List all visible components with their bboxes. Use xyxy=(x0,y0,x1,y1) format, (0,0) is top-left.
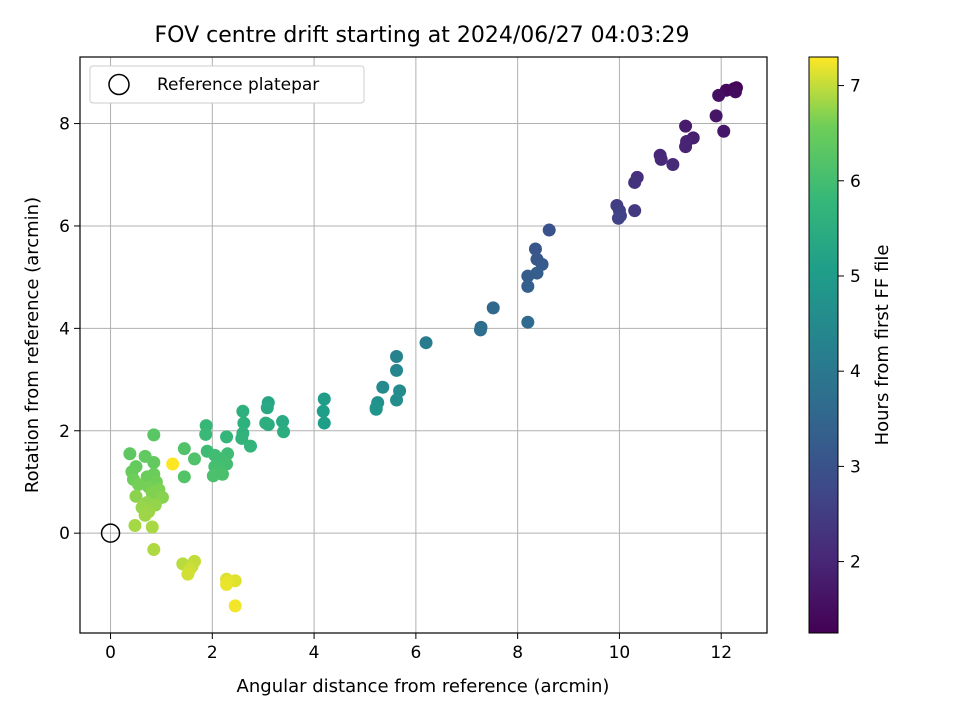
data-point xyxy=(317,416,331,430)
colorbar-label: Hours from first FF file xyxy=(872,245,893,446)
data-point xyxy=(542,223,556,237)
data-point xyxy=(147,428,161,442)
x-tick-label: 12 xyxy=(710,643,732,663)
colorbar-tick-label: 7 xyxy=(850,77,861,97)
data-point xyxy=(473,323,487,337)
x-tick-label: 6 xyxy=(410,643,421,663)
data-point xyxy=(177,470,191,484)
data-point xyxy=(276,415,290,429)
data-point xyxy=(390,363,404,377)
legend-marker xyxy=(108,73,130,96)
data-point xyxy=(220,457,234,471)
data-point xyxy=(237,416,251,430)
legend-label: Reference platepar xyxy=(157,75,319,95)
data-point xyxy=(611,211,625,225)
data-point xyxy=(712,88,726,102)
data-point xyxy=(530,266,544,280)
data-point xyxy=(147,456,161,470)
data-point xyxy=(316,404,330,418)
x-tick-label: 4 xyxy=(309,643,320,663)
data-point xyxy=(521,315,535,329)
data-point xyxy=(717,124,731,138)
x-axis-ticks: 0 2 4 6 8 10 12 xyxy=(105,633,732,663)
data-point xyxy=(206,469,220,483)
legend-box xyxy=(89,65,365,104)
y-axis-label: Rotation from reference (arcmin) xyxy=(22,197,43,493)
data-point xyxy=(376,380,390,394)
data-point xyxy=(199,427,213,441)
grid-lines xyxy=(80,57,767,633)
data-point xyxy=(679,140,693,154)
colorbar: 2 3 4 5 6 7 Hours from first FF file xyxy=(808,56,893,634)
colorbar-tick-label: 3 xyxy=(850,457,861,477)
colorbar-tick-label: 2 xyxy=(850,553,861,573)
data-point xyxy=(486,301,500,315)
reference-point xyxy=(100,523,121,543)
data-point xyxy=(369,402,383,416)
legend: Reference platepar xyxy=(89,65,365,104)
x-tick-label: 10 xyxy=(609,643,631,663)
data-point xyxy=(679,119,693,133)
data-points xyxy=(123,81,743,613)
data-point xyxy=(228,599,242,613)
colorbar-gradient xyxy=(808,56,839,634)
colorbar-tick-label: 6 xyxy=(850,172,861,192)
data-point xyxy=(628,175,642,189)
data-point xyxy=(259,416,273,430)
data-point xyxy=(390,350,404,364)
x-tick-label: 0 xyxy=(105,643,116,663)
data-point xyxy=(419,336,433,350)
data-point xyxy=(128,518,142,532)
data-point xyxy=(521,279,535,293)
y-tick-label: 4 xyxy=(59,319,70,339)
data-point xyxy=(317,392,331,406)
plot-frame xyxy=(79,56,768,634)
data-point xyxy=(132,478,146,492)
x-tick-label: 2 xyxy=(207,643,218,663)
y-tick-label: 6 xyxy=(59,217,70,237)
x-axis-label: Angular distance from reference (arcmin) xyxy=(237,676,610,697)
data-point xyxy=(220,430,234,444)
data-point xyxy=(220,577,234,591)
data-point xyxy=(188,452,201,466)
y-tick-label: 8 xyxy=(59,115,70,135)
colorbar-ticks: 2 3 4 5 6 7 xyxy=(838,77,861,573)
data-point xyxy=(123,447,137,461)
data-point xyxy=(129,489,143,503)
data-point xyxy=(243,439,257,453)
y-axis-ticks: 0 2 4 6 8 xyxy=(59,115,80,544)
data-point xyxy=(147,543,161,557)
data-point xyxy=(709,109,723,123)
chart-title: FOV centre drift starting at 2024/06/27 … xyxy=(155,23,690,48)
data-point xyxy=(166,457,180,471)
data-point xyxy=(654,152,668,166)
data-point xyxy=(177,442,191,456)
data-point xyxy=(277,425,291,439)
data-point xyxy=(260,401,274,415)
colorbar-tick-label: 4 xyxy=(850,362,861,382)
data-point xyxy=(728,85,742,99)
colorbar-tick-label: 5 xyxy=(850,267,861,287)
data-point xyxy=(181,567,195,581)
data-point xyxy=(138,508,152,522)
data-point xyxy=(528,242,542,256)
data-point xyxy=(235,431,249,445)
data-point xyxy=(628,204,642,218)
data-point xyxy=(666,158,680,172)
y-tick-label: 0 xyxy=(59,524,70,544)
data-point xyxy=(390,393,404,407)
data-point xyxy=(145,520,159,534)
x-tick-label: 8 xyxy=(512,643,523,663)
data-point xyxy=(236,404,250,418)
y-tick-label: 2 xyxy=(59,422,70,442)
